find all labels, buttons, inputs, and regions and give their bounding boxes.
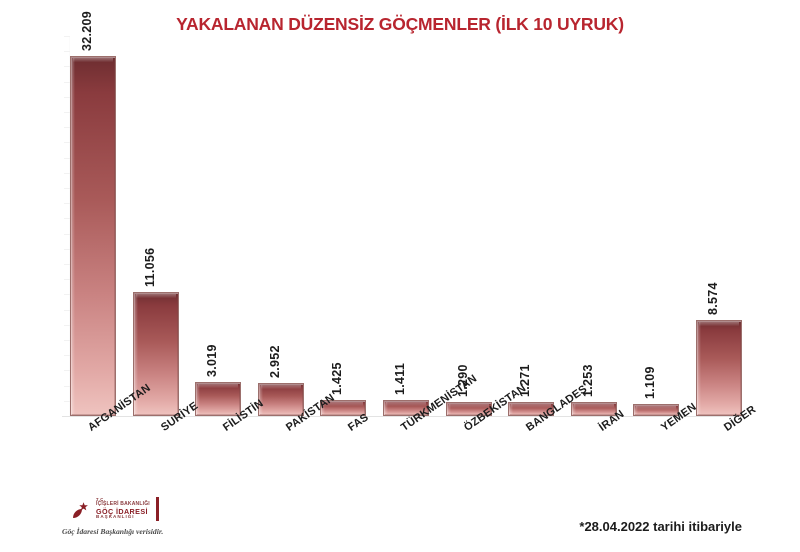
category-slot: FAS — [320, 411, 371, 490]
bar[interactable]: 1.290 — [445, 364, 492, 416]
y-axis-tick — [64, 81, 70, 83]
bar-slot: 8.574 — [695, 36, 742, 416]
y-axis-tick — [64, 172, 70, 174]
category-slot: ÖZBEKİSTAN — [446, 382, 528, 490]
y-axis-tick — [64, 324, 70, 326]
bar[interactable]: 1.271 — [508, 364, 555, 416]
y-axis-tick — [64, 112, 70, 113]
category-slot: SURİYE — [133, 400, 200, 490]
category-slot: TÜRKMENİSTAN — [383, 373, 479, 490]
y-axis-tick — [64, 264, 70, 265]
logo-tagline: Göç İdaresi Başkanlığı verisidir. — [62, 527, 164, 536]
bar-slot: 1.290 — [445, 36, 492, 416]
bar-slot: 11.056 — [132, 36, 179, 416]
logo-row: T.C. İÇİŞLERİ BAKANLIĞI GÖÇ İDARESİ BAŞK… — [62, 494, 252, 524]
turkish-flag-star-crescent-icon — [64, 500, 88, 518]
category-slot: BANGLADEŞ — [508, 383, 589, 490]
bar-value-label: 1.425 — [330, 362, 345, 396]
y-axis-ticks — [63, 36, 70, 417]
category-slot: YEMEN — [633, 401, 699, 490]
x-axis-baseline — [62, 416, 742, 417]
y-axis-tick — [64, 188, 70, 189]
y-axis-tick — [64, 96, 70, 98]
y-axis-tick — [64, 248, 70, 250]
bar[interactable]: 32.209 — [70, 11, 116, 416]
y-axis-tick — [64, 294, 70, 296]
plot-area: 32.209 11.056 3.019 2.952 1.425 1.411 1.290 1.2… — [62, 11, 742, 417]
logo-line-2: İÇİŞLERİ BAKANLIĞI — [96, 501, 150, 508]
y-axis-tick — [64, 355, 70, 357]
logo-wordmark: T.C. İÇİŞLERİ BAKANLIĞI GÖÇ İDARESİ BAŞK… — [96, 496, 150, 520]
y-axis-tick — [64, 127, 70, 129]
logo-divider-bar — [155, 497, 159, 521]
y-axis-tick — [64, 233, 70, 235]
y-axis-tick — [64, 157, 70, 159]
bar-slot: 32.209 — [70, 11, 116, 416]
bar-series: 32.209 11.056 3.019 2.952 1.425 1.411 1.290 1.2… — [70, 11, 742, 416]
bar-value-label: 8.574 — [705, 282, 720, 316]
x-axis-category-labels: AFGANİSTAN SURİYE FİLİSTİN PAKİSTAN FAS TÜRKM… — [70, 373, 758, 490]
category-slot: AFGANİSTAN — [70, 382, 153, 490]
y-axis-tick — [64, 66, 70, 68]
logo-line-3: GÖÇ İDARESİ — [96, 506, 148, 516]
bar[interactable]: 3.019 — [195, 345, 242, 416]
bar-slot: 1.271 — [508, 36, 555, 416]
y-axis-tick — [64, 203, 70, 205]
bar-value-label: 1.109 — [643, 365, 658, 399]
bar[interactable]: 2.952 — [257, 345, 304, 416]
bar-value-label: 32.209 — [80, 10, 94, 51]
bar-value-label: 11.056 — [142, 248, 157, 288]
y-axis-tick — [64, 309, 70, 311]
y-axis-tick — [64, 385, 70, 387]
bar[interactable]: 11.056 — [132, 248, 179, 416]
bar-slot: 1.253 — [570, 36, 617, 416]
bar-slot: 2.952 — [257, 36, 304, 416]
bar-value-label: 2.952 — [267, 345, 282, 378]
y-axis-line — [69, 36, 70, 416]
y-axis-tick — [64, 142, 70, 144]
bar-value-label: 1.411 — [392, 363, 407, 396]
category-slot: İRAN — [571, 408, 627, 490]
bar[interactable]: 8.574 — [695, 282, 742, 416]
y-axis-tick — [64, 340, 70, 341]
bar-value-label: 3.019 — [205, 344, 220, 378]
category-slot: FİLİSTİN — [195, 397, 266, 490]
y-axis-tick — [64, 51, 70, 53]
organization-logo: T.C. İÇİŞLERİ BAKANLIĞI GÖÇ İDARESİ BAŞK… — [62, 494, 252, 542]
bar[interactable]: 1.411 — [382, 363, 429, 416]
category-slot: PAKİSTAN — [258, 392, 337, 490]
footnote: *28.04.2022 tarihi itibariyle — [579, 519, 742, 534]
bar[interactable]: 1.109 — [633, 366, 680, 416]
bar-slot: 3.019 — [195, 36, 242, 416]
y-axis-tick — [64, 370, 70, 372]
y-axis-tick — [64, 36, 70, 37]
bar-slot: 1.411 — [382, 36, 429, 416]
logo-line-1: T.C. — [96, 496, 106, 502]
y-axis-tick — [64, 279, 70, 281]
y-axis-tick — [64, 400, 70, 402]
bar[interactable]: 1.425 — [320, 362, 367, 416]
y-axis-tick — [64, 218, 70, 220]
bar-slot: 1.425 — [320, 36, 367, 416]
bar[interactable]: 1.253 — [570, 364, 617, 416]
page-title: YAKALANAN DÜZENSİZ GÖÇMENLER (İLK 10 UYR… — [176, 14, 624, 34]
bar-slot: 1.109 — [633, 36, 680, 416]
category-slot: DİĞER — [696, 403, 758, 490]
logo-line-4: BAŞKANLIĞI — [96, 514, 135, 520]
